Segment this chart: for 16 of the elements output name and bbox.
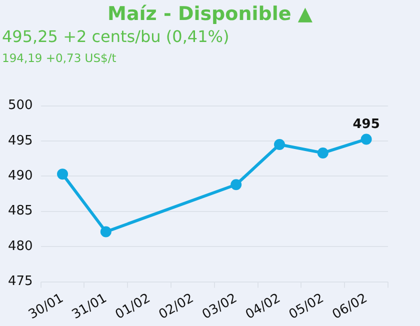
y-tick-label: 500 — [8, 98, 33, 114]
chart-subtitle: 495,25 +2 cents/bu (0,41%) — [2, 27, 230, 46]
chart-title: Maíz - Disponible ▲ — [106, 3, 314, 25]
text: 194,19 +0,73 US$/t — [2, 51, 116, 65]
point — [230, 179, 242, 190]
y-tick-label: 490 — [8, 168, 33, 184]
y-tick-label: 480 — [8, 238, 33, 254]
point — [57, 168, 68, 180]
point — [317, 147, 328, 158]
point — [274, 139, 286, 150]
data-label: 495 — [352, 117, 380, 132]
point — [360, 134, 372, 145]
y-tick-label: 485 — [8, 204, 33, 219]
point — [100, 226, 112, 238]
y-tick-label: 475 — [8, 274, 33, 290]
y-tick-label: 495 — [8, 133, 33, 148]
